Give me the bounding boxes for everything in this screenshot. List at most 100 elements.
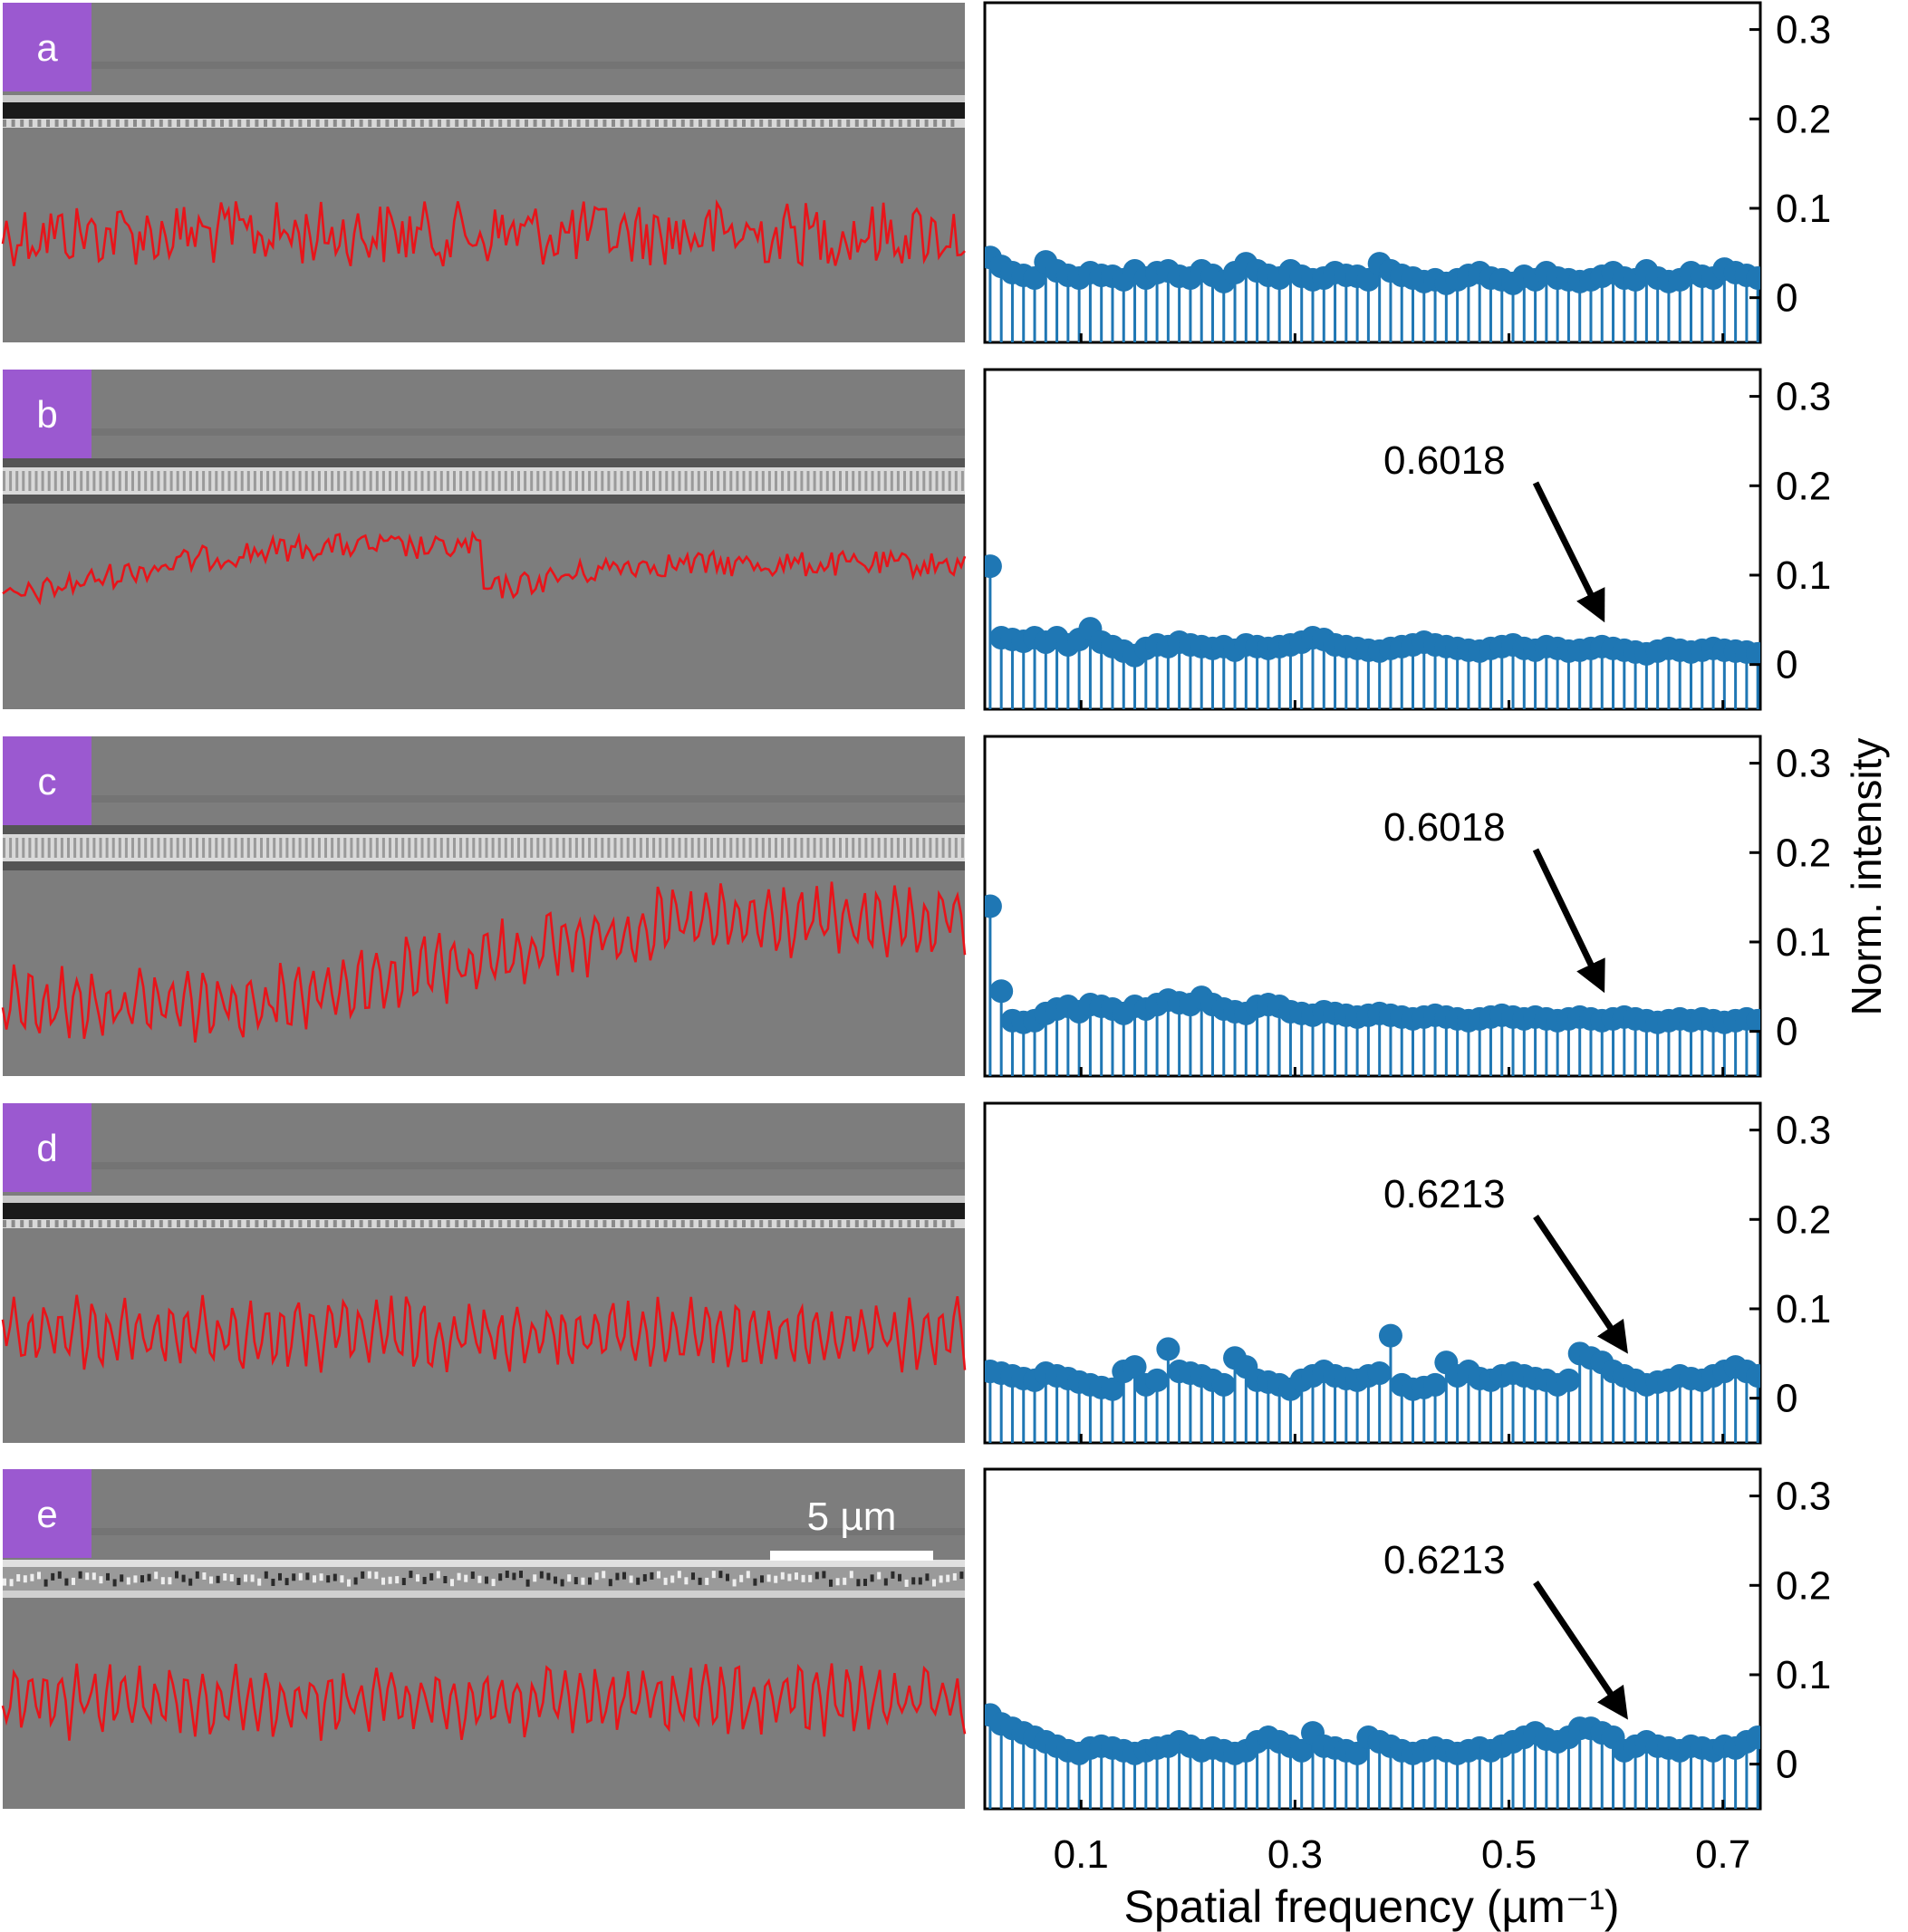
fiber-texture [742, 120, 746, 127]
micrograph-background [3, 736, 965, 1076]
fiber-texture [559, 120, 564, 127]
fiber-texture [652, 838, 656, 858]
stem-marker [1868, 1373, 1892, 1397]
peak-annotation-arrow [1532, 848, 1605, 994]
fiber-texture [562, 838, 565, 858]
fiber-texture [324, 838, 327, 858]
fiber-texture [85, 1572, 90, 1581]
fiber-texture [794, 120, 798, 127]
fiber-texture [574, 838, 578, 858]
fiber-texture [429, 120, 433, 127]
fiber-texture [845, 471, 849, 491]
fiber-texture [929, 838, 932, 858]
intensity-profile-line [1, 198, 966, 267]
fiber-texture [663, 1220, 668, 1227]
fiber-texture [742, 838, 746, 858]
fiber-texture [877, 1572, 882, 1580]
stem-marker [1824, 1355, 1847, 1379]
fiber-texture [414, 838, 418, 858]
fiber-texture [750, 1220, 755, 1227]
fiber-texture [401, 471, 405, 491]
fiber-texture [154, 1572, 159, 1580]
fiber-texture [401, 838, 405, 858]
y-tick-label: 0 [1776, 276, 1797, 321]
fiber-texture [629, 1220, 633, 1227]
fiber-texture [115, 1220, 120, 1227]
fiber-texture [234, 838, 237, 858]
micrograph-background [3, 1103, 965, 1443]
fiber-texture [839, 838, 842, 858]
fiber-texture [739, 1574, 744, 1582]
fiber-texture [168, 1220, 172, 1227]
fiber-texture [839, 471, 842, 491]
fiber-texture [568, 120, 572, 127]
scale-bar-label: 5 µm [807, 1495, 897, 1539]
fiber-texture [672, 120, 677, 127]
fiber-texture [549, 838, 553, 858]
fiber-texture [381, 1577, 385, 1585]
fiber-texture [626, 471, 630, 491]
fiber-texture [832, 838, 835, 858]
stem-marker [1757, 642, 1760, 659]
fiber-texture [118, 471, 121, 491]
fiber-texture [663, 120, 668, 127]
stem-marker [1289, 1738, 1314, 1763]
fiber-texture [228, 120, 233, 127]
stem-marker [1868, 1735, 1892, 1758]
y-tick-label: 0.3 [1776, 8, 1831, 53]
fiber-texture [54, 120, 59, 127]
fiber-texture [637, 120, 641, 127]
peak-annotation-label: 0.6018 [1383, 438, 1506, 483]
stem-marker [1556, 1368, 1581, 1392]
fiber-texture [420, 471, 424, 491]
fiber-texture [724, 1220, 728, 1227]
fiber-texture [305, 1572, 310, 1581]
fiber-texture [646, 471, 649, 491]
fiber-texture [443, 1575, 448, 1583]
fiber-texture [111, 471, 115, 491]
stem-marker [1891, 639, 1908, 662]
fiber-texture [800, 471, 804, 491]
fiber-texture [941, 120, 946, 127]
fiber-texture [898, 1220, 902, 1227]
fiber-texture [539, 1571, 544, 1579]
fiber-texture [898, 120, 902, 127]
fiber-texture [221, 471, 225, 491]
fiber-texture [516, 120, 520, 127]
stem-marker [1211, 1372, 1236, 1397]
panel-label: c [38, 760, 57, 803]
fiber-texture [422, 1576, 427, 1584]
fiber-texture [780, 1572, 785, 1580]
fiber-texture [86, 471, 90, 491]
fiber-texture [637, 1220, 641, 1227]
fiber-texture [202, 471, 206, 491]
fiber-texture [632, 838, 636, 858]
fiber-texture [9, 471, 13, 491]
fiber-texture [646, 120, 650, 127]
stem-marker [1423, 1372, 1448, 1397]
fiber-texture [107, 1220, 111, 1227]
fiber-texture [512, 1572, 516, 1581]
fiber-texture [368, 120, 372, 127]
fiber-texture [326, 1575, 331, 1583]
fiber-texture [657, 1571, 660, 1579]
stem-marker [1378, 1323, 1402, 1348]
fiber-texture [319, 1573, 323, 1581]
stem-marker [1367, 1361, 1392, 1386]
fiber-texture [285, 471, 289, 491]
fiber-texture [585, 1220, 590, 1227]
fiber-texture [550, 1220, 554, 1227]
fiber-texture [852, 838, 855, 858]
fiber-texture [837, 1220, 842, 1227]
stem-marker [1100, 1377, 1124, 1401]
fiber-texture [787, 838, 791, 858]
fiber-texture [703, 838, 707, 858]
fiber-texture [665, 471, 669, 491]
stem-marker [1779, 1355, 1803, 1379]
intensity-profile-line [1, 881, 967, 1043]
fiber-texture [736, 838, 739, 858]
fiber-texture [820, 1220, 824, 1227]
fiber-texture [195, 1571, 199, 1579]
fiber-texture [284, 1578, 289, 1586]
fiber-texture [916, 120, 920, 127]
